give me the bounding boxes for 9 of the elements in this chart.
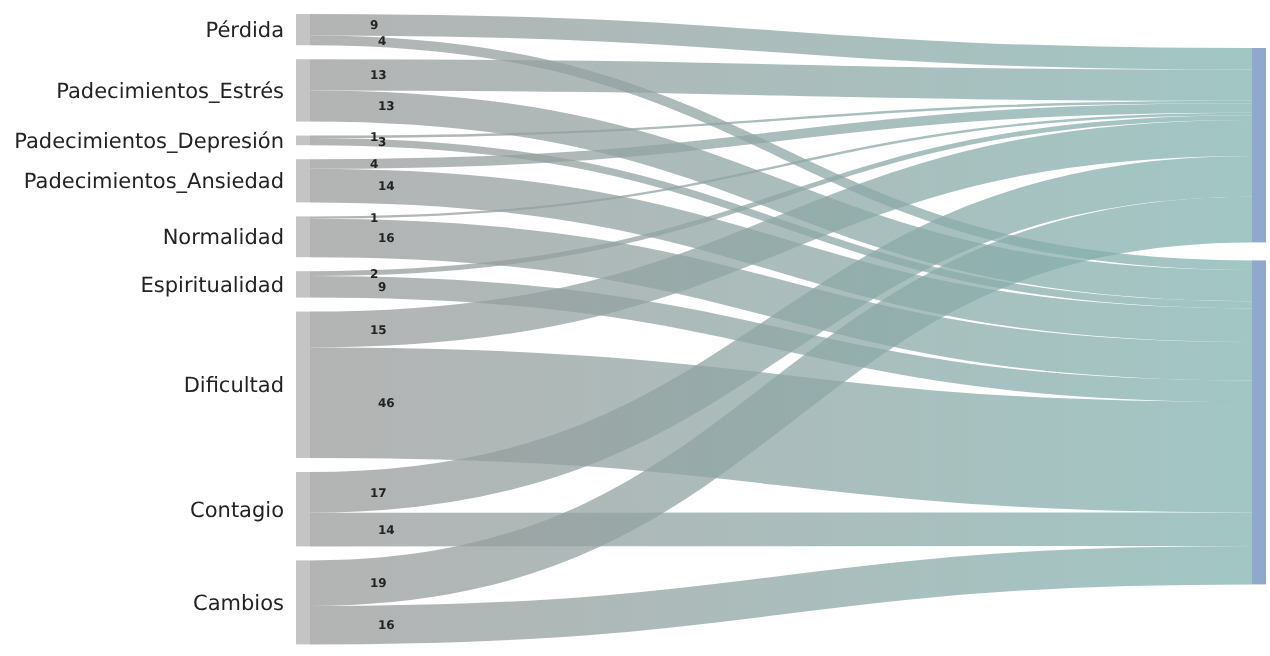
category-label: Dificultad xyxy=(183,374,284,399)
category-label: Normalidad xyxy=(162,226,284,251)
category-label: Padecimientos_Depresión xyxy=(14,129,284,154)
category-label: Espiritualidad xyxy=(140,273,284,298)
category-label: Padecimientos_Ansiedad xyxy=(23,170,284,195)
category-label: Padecimientos_Estrés xyxy=(56,79,284,104)
category-label: Contagio xyxy=(190,498,284,523)
category-label: Cambios xyxy=(193,591,284,616)
category-label: Pérdida xyxy=(205,18,284,43)
